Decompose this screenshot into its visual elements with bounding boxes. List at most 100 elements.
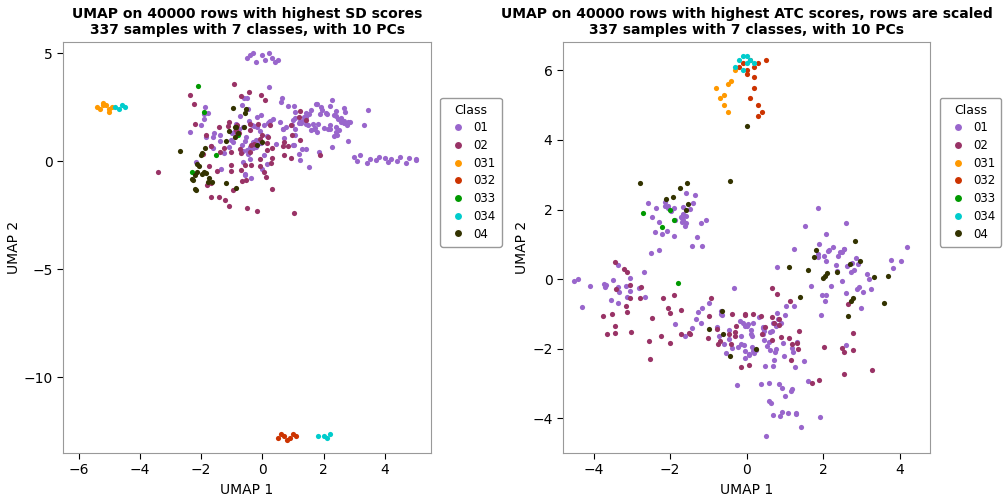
Point (808, 245, 825, 254)
Point (286, 102, 302, 110)
Point (666, 321, 682, 329)
Point (835, 344, 851, 352)
Point (695, 304, 711, 312)
Point (677, 206, 694, 214)
Point (841, 300, 857, 308)
Point (254, 165, 270, 173)
Point (788, 339, 804, 347)
Point (228, 184, 244, 193)
Point (223, 167, 239, 175)
Point (195, 169, 211, 177)
Point (787, 363, 803, 371)
Point (252, 155, 268, 163)
Point (746, 59, 762, 68)
Point (784, 344, 800, 352)
Point (727, 328, 743, 336)
Point (702, 298, 718, 306)
Point (702, 326, 718, 334)
Point (213, 137, 229, 145)
Point (199, 133, 215, 141)
Point (187, 184, 204, 193)
Point (188, 168, 205, 176)
Point (736, 341, 752, 349)
Point (830, 252, 846, 260)
Point (817, 296, 834, 304)
Point (839, 341, 855, 349)
Point (322, 102, 338, 110)
Point (285, 141, 301, 149)
Point (618, 302, 634, 310)
Point (238, 105, 254, 113)
Point (642, 355, 658, 363)
Point (678, 190, 695, 198)
Point (755, 324, 771, 332)
Point (407, 155, 423, 163)
Point (254, 131, 270, 139)
Point (200, 180, 216, 188)
Point (756, 336, 772, 344)
Point (785, 245, 801, 254)
Point (861, 275, 877, 283)
Point (305, 120, 322, 128)
Point (183, 168, 200, 176)
Point (660, 203, 676, 211)
Point (260, 49, 276, 57)
Point (319, 110, 335, 118)
Point (718, 349, 734, 357)
Point (650, 246, 666, 255)
Point (643, 248, 659, 257)
Y-axis label: UMAP 2: UMAP 2 (515, 221, 529, 274)
Point (745, 319, 761, 327)
Point (765, 362, 781, 370)
Point (204, 178, 220, 186)
Point (659, 227, 675, 235)
Point (761, 379, 777, 387)
Point (596, 280, 612, 288)
Point (963, 244, 979, 253)
Point (218, 178, 234, 186)
Point (764, 313, 780, 321)
Point (233, 92, 249, 100)
Point (815, 343, 832, 351)
Point (407, 156, 423, 164)
Point (237, 138, 253, 146)
Point (737, 354, 753, 362)
Point (218, 196, 234, 204)
Point (283, 121, 299, 130)
Point (845, 329, 861, 337)
Point (268, 140, 284, 148)
Point (743, 330, 759, 338)
Point (631, 294, 647, 302)
Point (795, 357, 811, 365)
Point (336, 118, 352, 127)
Point (237, 161, 253, 169)
Point (800, 376, 816, 385)
Point (284, 131, 300, 139)
X-axis label: UMAP 1: UMAP 1 (720, 483, 773, 497)
Point (880, 272, 896, 280)
Point (266, 58, 282, 66)
Point (776, 310, 792, 319)
Point (253, 91, 269, 99)
Point (392, 153, 408, 161)
Point (237, 109, 253, 117)
Point (270, 56, 286, 64)
Point (781, 334, 797, 342)
Point (235, 158, 251, 166)
Point (187, 186, 204, 194)
Point (739, 122, 755, 130)
Point (235, 147, 251, 155)
Point (360, 106, 376, 114)
Point (185, 100, 202, 108)
Point (679, 200, 696, 208)
Point (220, 122, 236, 130)
Point (842, 261, 858, 269)
Point (287, 113, 303, 121)
Point (310, 120, 327, 128)
Point (784, 348, 800, 356)
Point (753, 312, 769, 320)
Point (196, 114, 212, 122)
Point (815, 251, 832, 260)
Point (306, 125, 323, 133)
Point (244, 121, 260, 129)
